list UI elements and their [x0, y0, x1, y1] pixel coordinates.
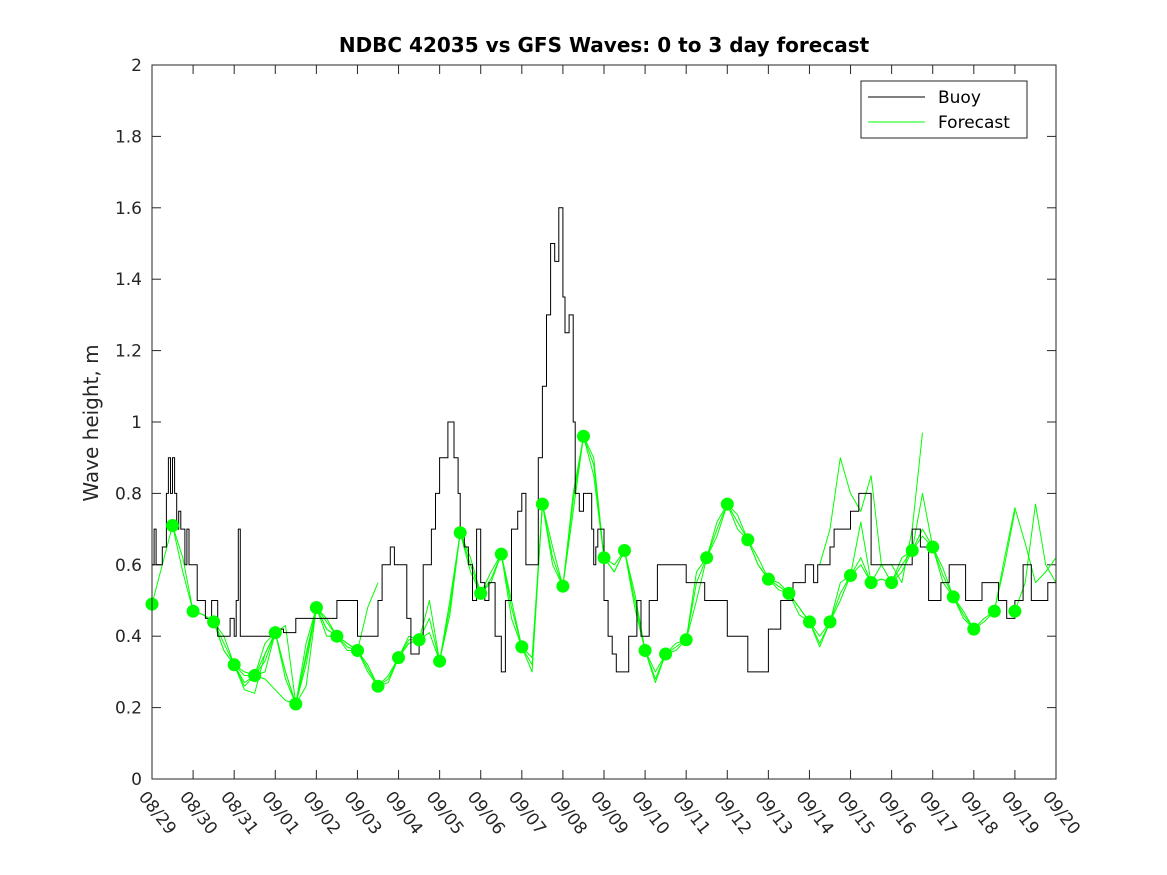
- analysis-point: [741, 533, 755, 547]
- analysis-point: [166, 519, 179, 532]
- analysis-point: [268, 626, 282, 640]
- y-tick-label: 1.8: [115, 127, 142, 147]
- analysis-point: [885, 576, 899, 590]
- y-tick-label: 1.4: [115, 270, 142, 290]
- analysis-point: [638, 644, 652, 657]
- y-tick-label: 0.8: [115, 484, 142, 504]
- analysis-point: [700, 551, 714, 565]
- analysis-point: [351, 644, 364, 657]
- y-tick-labels: 0 0.2 0.4 0.6 0.8 1 1.2 1.4 1.6 1.8 2: [115, 56, 142, 790]
- analysis-point: [474, 586, 488, 600]
- legend-box: [860, 80, 1028, 139]
- y-tick-label: 1.2: [115, 342, 142, 362]
- legend-buoy-label: Buoy: [938, 88, 981, 108]
- analysis-point: [227, 658, 241, 672]
- plot-area: [145, 64, 1057, 780]
- forecast-line: [1014, 503, 1057, 612]
- analysis-point: [782, 586, 796, 600]
- analysis-point: [207, 615, 221, 629]
- analysis-point: [659, 647, 673, 661]
- analysis-point: [556, 579, 570, 593]
- analysis-point: [967, 622, 981, 636]
- analysis-point: [946, 590, 960, 604]
- analysis-point: [823, 615, 837, 629]
- analysis-point: [289, 697, 303, 711]
- analysis-point: [618, 544, 631, 557]
- analysis-point: [186, 604, 200, 618]
- analysis-point: [371, 679, 385, 693]
- analysis-point: [330, 629, 344, 643]
- y-tick-label: 2: [131, 56, 142, 76]
- plot-frame: [151, 64, 1057, 780]
- analysis-point: [577, 429, 590, 443]
- analysis-point: [412, 633, 426, 647]
- y-tick-label: 0.6: [115, 556, 142, 576]
- series-layer: [145, 207, 1057, 711]
- analysis-point: [864, 576, 878, 590]
- analysis-point: [392, 651, 405, 665]
- analysis-point: [515, 640, 529, 654]
- analysis-point: [844, 569, 857, 582]
- analysis-point: [494, 547, 508, 561]
- analysis-point: [761, 572, 775, 586]
- analysis-point: [433, 654, 447, 668]
- analysis-point: [679, 633, 693, 647]
- analysis-point: [597, 551, 611, 565]
- analysis-point: [309, 601, 323, 615]
- chart-title: NDBC 42035 vs GFS Waves: 0 to 3 day fore…: [339, 33, 870, 57]
- analysis-point: [803, 615, 816, 629]
- analysis-point: [535, 497, 549, 511]
- y-tick-label: 0.4: [115, 627, 142, 647]
- y-tick-label: 1.6: [115, 199, 142, 219]
- legend: Buoy Forecast: [860, 80, 1028, 139]
- buoy-line: [152, 207, 1057, 673]
- y-tick-label: 1: [131, 413, 142, 433]
- y-tick-label: 0: [131, 770, 142, 790]
- plot-background: [152, 65, 1056, 779]
- analysis-point: [926, 540, 940, 554]
- analysis-point: [905, 544, 919, 557]
- analysis-point: [453, 526, 467, 540]
- y-tick-label: 0.2: [115, 699, 142, 719]
- axis-ticks: [151, 64, 1057, 780]
- analysis-point: [720, 497, 734, 511]
- analysis-point: [248, 669, 262, 682]
- y-axis-label: Wave height, m: [79, 344, 103, 501]
- legend-forecast-label: Forecast: [938, 113, 1010, 133]
- analysis-point: [1008, 604, 1022, 618]
- analysis-point: [987, 604, 1001, 618]
